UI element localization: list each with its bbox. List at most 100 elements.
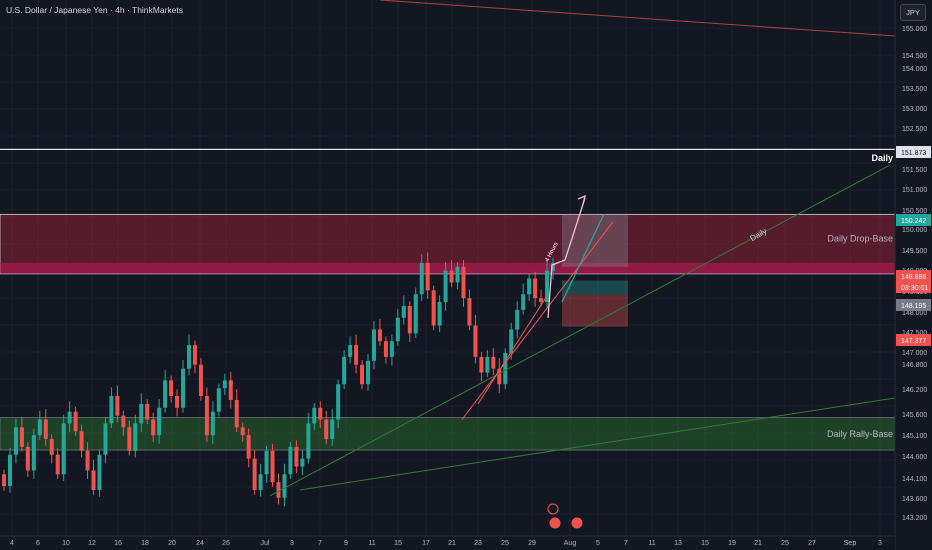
price-tick-label: 145.100: [902, 433, 927, 440]
candle: [431, 290, 436, 326]
candle: [407, 305, 412, 334]
arrow-head: [577, 194, 586, 205]
date-tick-label: Jul: [261, 540, 270, 547]
candle: [377, 329, 382, 342]
candle: [366, 360, 371, 385]
candle: [43, 419, 48, 440]
price-tick-label: 145.600: [902, 412, 927, 419]
candle: [330, 419, 335, 440]
daily-level-price: 151.873: [901, 150, 926, 157]
price-tick-label: 154.000: [902, 66, 927, 73]
candle: [509, 329, 514, 353]
projection-box: [562, 214, 628, 267]
time-axis-bg: [0, 536, 895, 550]
projection-path: [547, 197, 586, 319]
candle: [7, 454, 12, 487]
candle: [395, 317, 400, 342]
candle: [19, 427, 24, 447]
candle: [264, 450, 269, 475]
candle: [389, 341, 394, 357]
candle: [175, 396, 180, 408]
date-tick-label: 29: [528, 540, 536, 547]
candle: [240, 427, 245, 436]
date-tick-label: 25: [501, 540, 509, 547]
candle: [371, 329, 376, 361]
price-tick-label: 144.600: [902, 454, 927, 461]
date-tick-label: 15: [701, 540, 709, 547]
candle: [204, 396, 209, 436]
candle: [222, 380, 227, 389]
price-tick-label: 147.500: [902, 330, 927, 337]
date-tick-label: 24: [196, 540, 204, 547]
price-tick-label: 154.500: [902, 53, 927, 60]
daily-level-label: Daily: [871, 153, 893, 163]
candle: [151, 419, 156, 436]
candle: [527, 278, 532, 295]
candle: [449, 270, 454, 283]
candle: [533, 278, 538, 299]
candle: [491, 356, 496, 369]
candle: [13, 427, 18, 455]
candle: [210, 411, 215, 436]
candle: [79, 431, 84, 451]
price-tick-label: 152.500: [902, 126, 927, 133]
candle: [73, 411, 78, 432]
wedge-line: [461, 221, 614, 420]
date-tick-label: Sep: [844, 540, 857, 547]
date-tick-label: 9: [344, 540, 348, 547]
downtrend-line: [379, 0, 896, 37]
date-tick-label: 3: [290, 540, 294, 547]
upper-price-bg: [896, 214, 931, 226]
date-tick-label: 17: [422, 540, 430, 547]
candle: [294, 446, 299, 467]
candle: [61, 423, 66, 475]
price-tick-label: 146.800: [902, 362, 927, 369]
time-axis: 4 6 10 12 16 18 20 24 26 Jul 3 7 9 11 15 17 21 23 25 29 Aug 5…: [0, 503, 895, 550]
currency-button[interactable]: JPY: [900, 4, 926, 21]
candle: [467, 298, 472, 326]
price-tick-label: 155.000: [902, 26, 927, 33]
candle: [258, 474, 263, 490]
chart-grid: [0, 0, 895, 542]
event-marker-icon: [547, 503, 559, 515]
stop-price-bg: [896, 334, 931, 346]
price-axis: 155.000 154.500 154.000 153.500 153.000 152.5…: [894, 0, 932, 550]
candle: [324, 419, 329, 440]
candle: [479, 356, 484, 373]
candle: [157, 407, 162, 436]
candle: [276, 482, 281, 498]
price-tick-label: 149.500: [902, 248, 927, 255]
candle: [67, 411, 72, 424]
price-tick-label: 146.200: [902, 387, 927, 394]
candle: [139, 403, 144, 424]
date-tick-label: 26: [222, 540, 230, 547]
price-tick-label: 147.000: [902, 350, 927, 357]
candle: [109, 396, 114, 424]
zones-layer: Daily Drop-Base Daily Rally-Base Daily: [0, 148, 896, 451]
candle: [192, 345, 197, 365]
candle: [169, 380, 174, 397]
date-tick-label: 25: [781, 540, 789, 547]
date-tick-label: 13: [674, 540, 682, 547]
candle: [473, 325, 478, 357]
date-tick-label: 3: [878, 540, 882, 547]
date-tick-label: 21: [754, 540, 762, 547]
candle: [545, 270, 550, 303]
candle: [551, 262, 555, 271]
date-tick-label: 5: [596, 540, 600, 547]
event-marker-icon: [549, 517, 561, 529]
candle: [413, 294, 418, 334]
target-price-bg: [896, 299, 931, 311]
candle: [497, 368, 502, 385]
candle: [37, 419, 42, 436]
candle: [288, 446, 293, 475]
candle: [31, 435, 36, 471]
projection-path-2: [561, 213, 605, 303]
demand-zone-label: Daily Rally-Base: [827, 429, 893, 439]
candle: [270, 450, 275, 483]
date-tick-label: Aug: [564, 540, 577, 547]
candle: [145, 403, 150, 420]
date-tick-label: 27: [808, 540, 816, 547]
candle: [2, 474, 6, 487]
